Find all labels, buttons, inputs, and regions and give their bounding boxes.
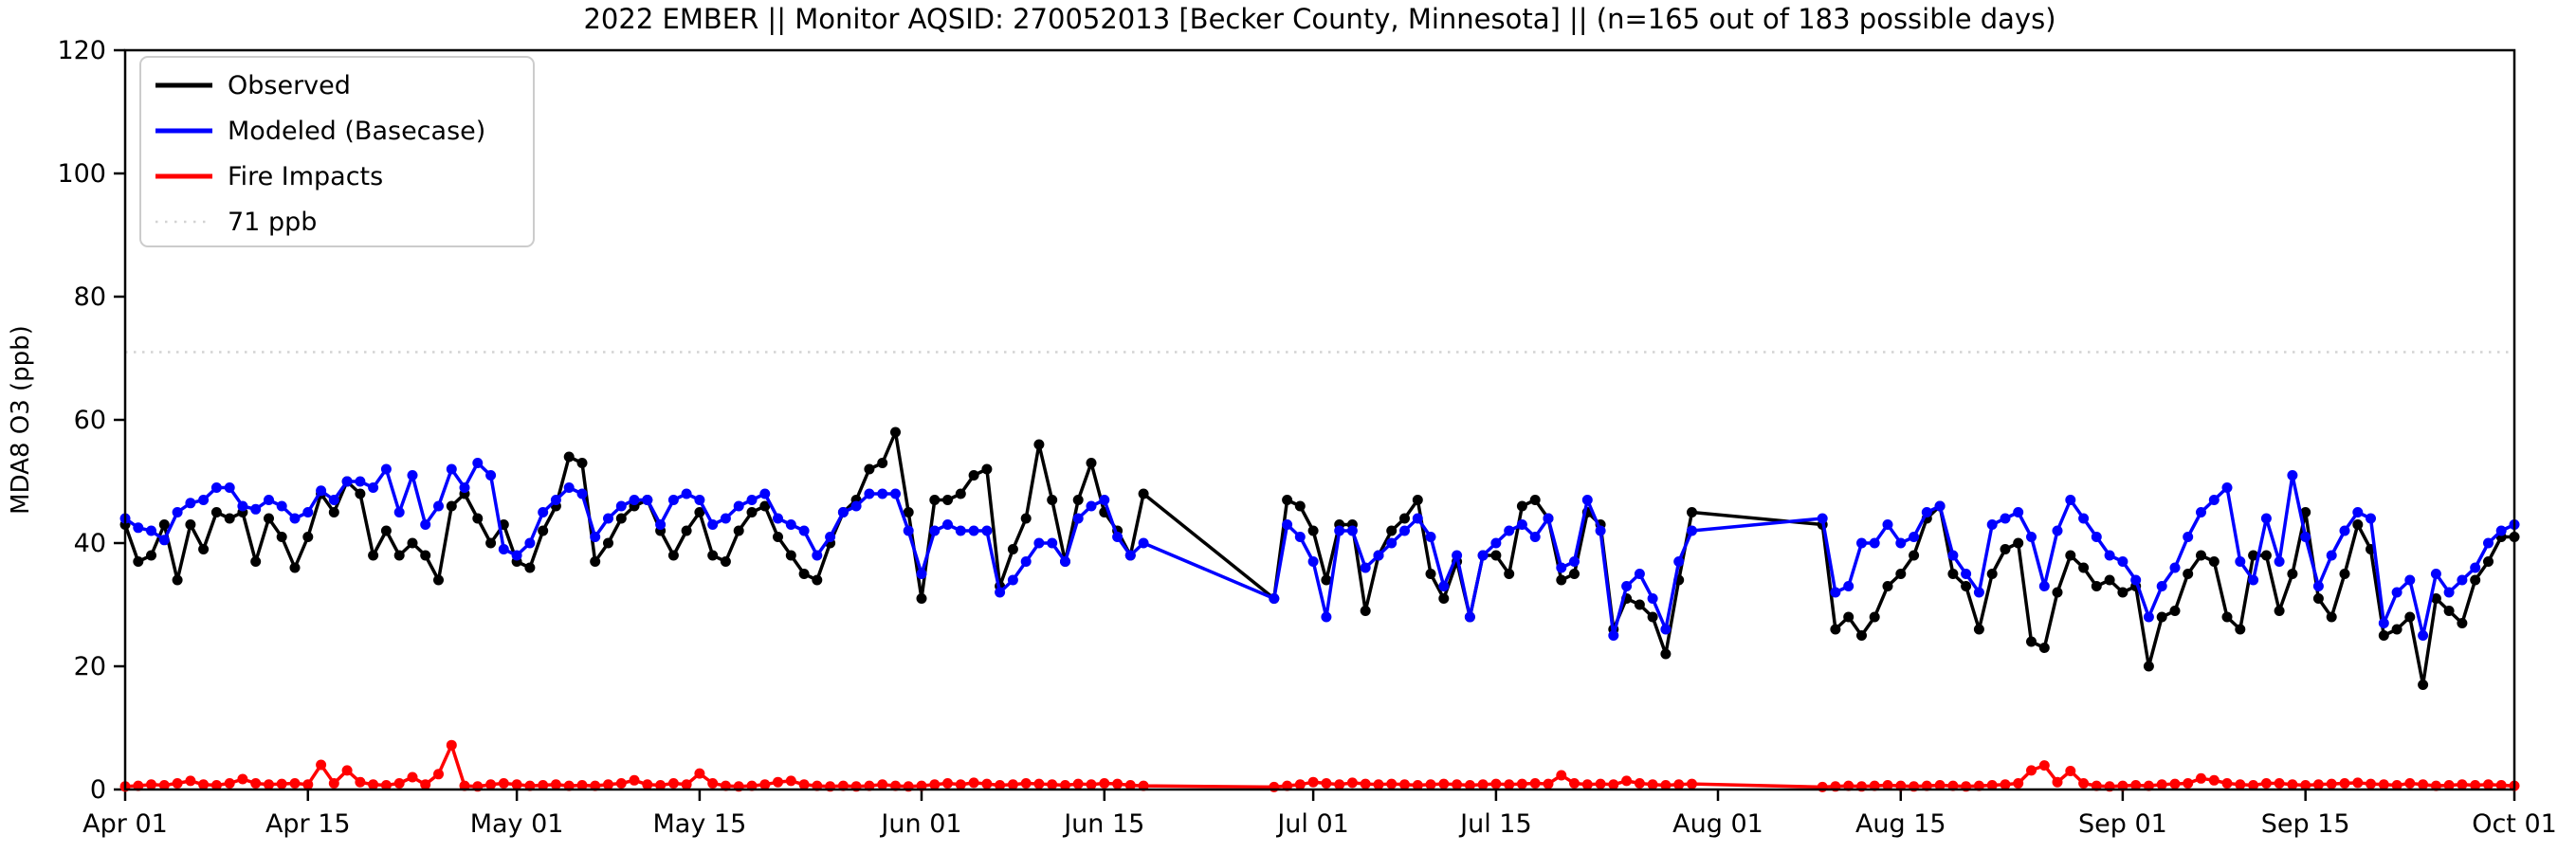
legend-item-label: Modeled (Basecase) [228, 117, 485, 146]
series-fire-impacts-line [123, 743, 2516, 789]
x-tick-label: Sep 01 [2078, 809, 2167, 839]
legend-box [139, 56, 535, 247]
y-tick-label: 20 [74, 652, 106, 681]
x-tick-label: Sep 15 [2261, 809, 2350, 839]
plot-area-border [123, 48, 2516, 791]
chart-title: 2022 EMBER || Monitor AQSID: 270052013 [… [583, 3, 2055, 35]
x-tick-label: Aug 01 [1672, 809, 1763, 839]
x-axis-ticks: Apr 01 Apr 15 May 01 May 15 Jun 01 Jun 15 Jul … [82, 789, 2557, 839]
x-tick-label: Apr 15 [265, 809, 351, 839]
y-tick-label: 120 [57, 36, 106, 65]
legend: Observed Modeled (Basecase) Fire Impacts 71… [139, 56, 535, 247]
y-tick-label: 40 [74, 529, 106, 558]
y-tick-label: 80 [74, 282, 106, 312]
x-tick-label: May 15 [653, 809, 747, 839]
y-axis-label: MDA8 O3 (ppb) [7, 325, 35, 515]
legend-item-label: 71 ppb [228, 208, 317, 237]
x-tick-label: Jun 01 [879, 809, 961, 839]
series-observed-line [123, 430, 2516, 687]
y-tick-label: 100 [57, 159, 106, 189]
legend-item-label: Observed [228, 71, 351, 100]
y-tick-label: 60 [74, 406, 106, 435]
x-tick-label: Apr 01 [82, 809, 168, 839]
y-tick-label: 0 [90, 775, 106, 805]
x-tick-label: Aug 15 [1855, 809, 1946, 839]
series-modeled-basecase-markers [119, 458, 2520, 641]
data-series [119, 426, 2520, 792]
x-tick-label: Jul 15 [1458, 809, 1532, 839]
legend-item-label: Fire Impacts [228, 162, 383, 191]
series-modeled-basecase-line [123, 461, 2516, 638]
x-tick-label: May 01 [470, 809, 564, 839]
x-tick-label: Jun 15 [1062, 809, 1144, 839]
x-tick-label: Jul 01 [1275, 809, 1349, 839]
y-axis-ticks: 0 20 40 60 80 100 120 [57, 36, 125, 805]
series-fire-impacts-markers [119, 739, 2520, 792]
x-tick-label: Oct 01 [2472, 809, 2557, 839]
